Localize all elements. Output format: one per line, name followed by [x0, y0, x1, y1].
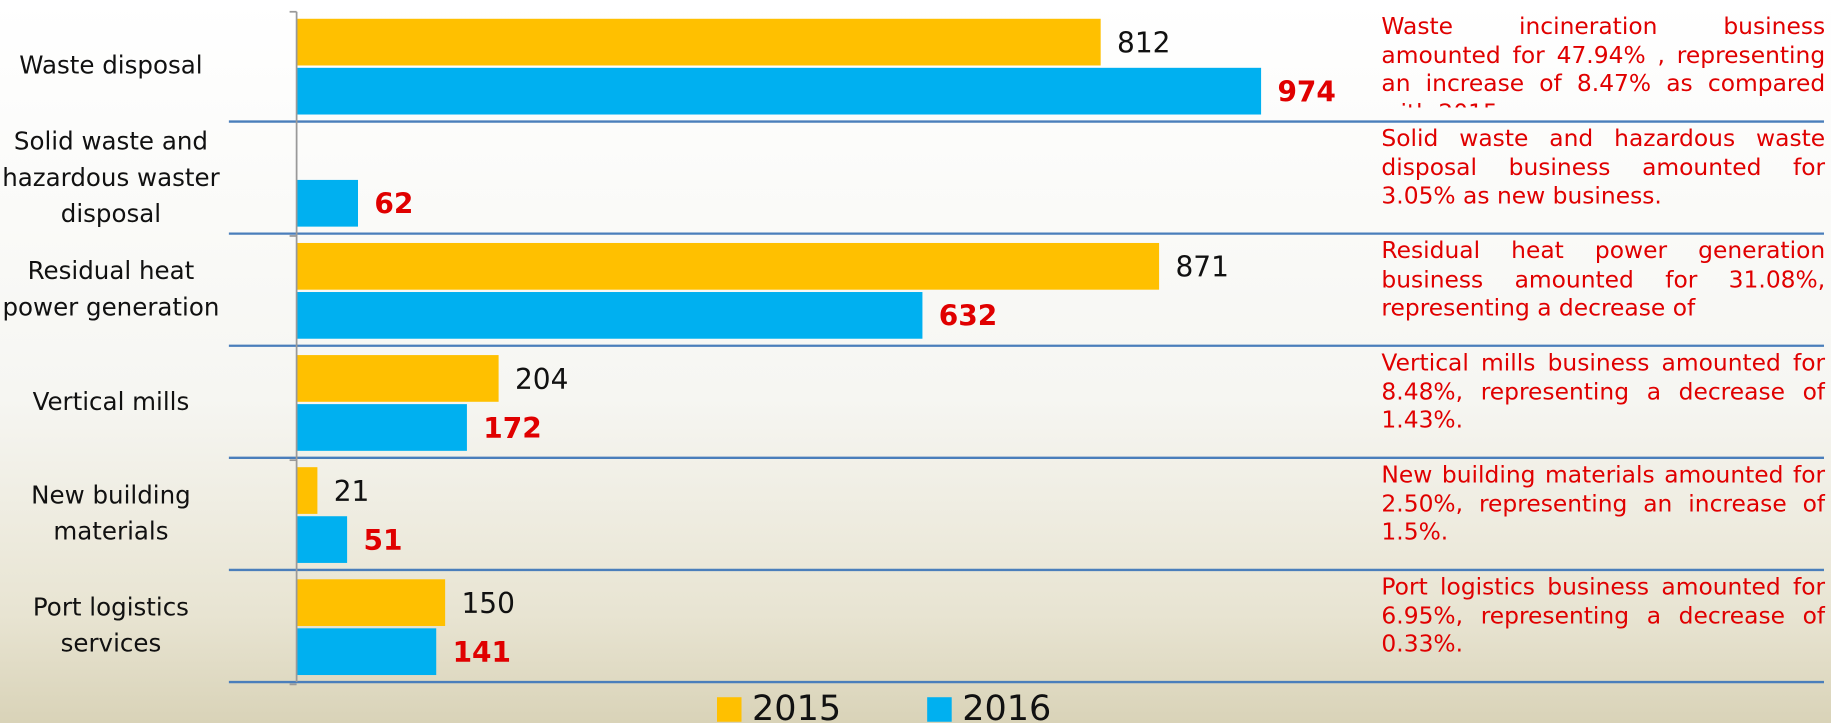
annotation-box: Residual heat power generation business …: [1381, 235, 1826, 322]
annotation-box: Waste incineration business amounted for…: [1381, 12, 1825, 108]
legend-swatch: [927, 697, 952, 722]
value-label: 21: [334, 475, 370, 508]
value-label: 141: [453, 636, 511, 669]
value-label: 974: [1277, 76, 1335, 109]
bar: [296, 404, 467, 451]
annotation: Solid waste and hazardous waste disposal…: [1381, 123, 1826, 210]
category-label: Vertical mills: [32, 387, 190, 416]
category-label-box: New building materials: [31, 481, 191, 546]
category-label: Solid waste and hazardous waster disposa…: [2, 126, 220, 228]
category-label-box: Vertical mills: [32, 387, 190, 416]
value-label: 632: [939, 300, 997, 333]
bar: [296, 516, 348, 563]
bar: [296, 242, 1160, 290]
annotation: Residual heat power generation business …: [1381, 235, 1826, 322]
category-label-box: Solid waste and hazardous waster disposa…: [2, 126, 220, 228]
category-label: Port logistics services: [32, 593, 189, 658]
value-label: 812: [1117, 26, 1170, 59]
legend-swatch: [716, 697, 742, 722]
category-label-box: Waste disposal: [19, 50, 203, 79]
value-label: 150: [461, 587, 514, 620]
bar: [296, 179, 358, 227]
annotation: Vertical mills business amounted for 8.4…: [1381, 348, 1826, 434]
value-label: 51: [363, 524, 402, 557]
value-label: 871: [1175, 251, 1228, 284]
annotation: New building materials amounted for 2.50…: [1381, 460, 1826, 546]
annotation-box: Port logistics business amounted for 6.9…: [1381, 572, 1826, 658]
category-label: New building materials: [31, 481, 191, 546]
annotation-box: New building materials amounted for 2.50…: [1381, 460, 1826, 546]
category-label: Waste disposal: [19, 50, 203, 79]
bar: [296, 292, 923, 339]
legend-label: 2015: [752, 688, 841, 723]
bar: [296, 579, 446, 626]
bar: [296, 67, 1262, 115]
bar: [296, 355, 499, 402]
annotation-box: Vertical mills business amounted for 8.4…: [1381, 348, 1826, 434]
legend-label: 2016: [962, 688, 1051, 723]
bar: [296, 467, 318, 514]
category-label: Residual heat power generation: [2, 256, 220, 322]
annotation-box: Solid waste and hazardous waste disposal…: [1381, 123, 1826, 210]
bar: [296, 18, 1101, 66]
category-label-box: Port logistics services: [32, 593, 189, 658]
value-label: 172: [483, 412, 541, 445]
bar: [296, 628, 437, 676]
value-label: 62: [374, 188, 413, 221]
value-label: 204: [515, 363, 568, 396]
annotation: Waste incineration business amounted for…: [1381, 11, 1826, 108]
annotation: Port logistics business amounted for 6.9…: [1381, 572, 1826, 658]
category-label-box: Residual heat power generation: [2, 256, 220, 322]
